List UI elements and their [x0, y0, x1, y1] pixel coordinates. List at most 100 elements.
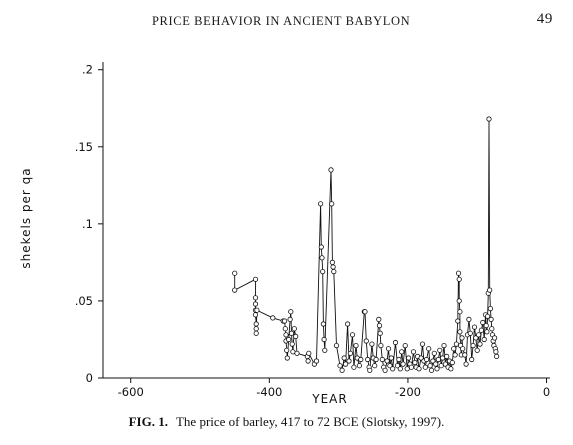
data-point	[376, 322, 383, 329]
data-point	[491, 335, 498, 341]
data-point	[341, 355, 347, 361]
y-tick-label: .05	[75, 294, 93, 308]
data-point	[484, 329, 490, 335]
data-point	[397, 366, 403, 372]
data-point	[337, 363, 343, 369]
data-point	[387, 363, 393, 369]
data-point	[313, 358, 320, 364]
data-point	[487, 305, 493, 312]
data-point	[388, 355, 394, 361]
data-point	[434, 366, 440, 372]
data-point	[377, 330, 383, 336]
data-point	[473, 335, 479, 341]
data-point	[456, 276, 462, 282]
data-point	[328, 167, 334, 173]
x-tick-label: 0	[543, 385, 550, 399]
data-point	[489, 326, 495, 332]
data-point	[252, 312, 259, 318]
data-point	[330, 264, 336, 270]
data-point	[373, 356, 379, 363]
data-point	[437, 347, 443, 353]
data-point	[288, 330, 295, 336]
data-point	[453, 341, 459, 347]
y-tick-label: .2	[82, 63, 93, 77]
data-point	[462, 352, 468, 358]
data-point	[428, 367, 435, 373]
data-point	[320, 321, 326, 327]
data-point	[270, 315, 276, 321]
data-point	[356, 363, 362, 369]
data-point	[363, 338, 369, 344]
data-point	[466, 316, 472, 322]
data-point	[430, 358, 436, 364]
data-point	[481, 336, 487, 343]
data-point	[288, 309, 294, 315]
data-point	[286, 336, 292, 343]
data-point	[392, 339, 399, 346]
figure-caption: FIG. 1. The price of barley, 417 to 72 BC…	[0, 414, 573, 430]
data-point	[444, 353, 450, 359]
data-point	[416, 366, 422, 372]
data-point	[390, 366, 396, 372]
data-point	[305, 358, 311, 364]
running-title: PRICE BEHAVIOR IN ANCIENT BABYLON	[152, 14, 411, 28]
data-point	[441, 342, 447, 349]
series-layer	[232, 116, 500, 373]
data-point	[232, 270, 238, 276]
data-point	[321, 336, 327, 343]
x-tick-label: -400	[256, 385, 282, 399]
data-point	[405, 355, 412, 361]
data-point	[463, 361, 469, 367]
y-tick-label: 0	[86, 371, 93, 385]
data-point	[408, 364, 414, 370]
data-point	[372, 363, 378, 369]
caption-label: FIG. 1.	[128, 414, 168, 429]
data-point	[333, 342, 340, 349]
data-point	[331, 268, 337, 275]
data-point	[320, 268, 326, 275]
data-point	[318, 244, 324, 250]
data-point	[394, 363, 401, 369]
x-tick-label: -600	[118, 385, 144, 399]
data-point	[456, 298, 462, 304]
data-point	[438, 363, 444, 369]
data-point	[369, 341, 375, 347]
data-point	[284, 347, 290, 353]
data-point	[422, 364, 428, 370]
data-point	[322, 347, 328, 353]
data-point	[455, 270, 462, 276]
data-point	[396, 356, 402, 363]
data-point	[382, 367, 388, 373]
data-point	[474, 347, 480, 353]
data-point	[319, 255, 325, 261]
data-point	[367, 367, 373, 373]
data-point	[358, 356, 364, 363]
data-point	[385, 346, 392, 352]
data-point	[451, 346, 457, 352]
chart-axes: 0 .05 .1 .15 .2 -600 -400 -200 0	[75, 62, 550, 399]
caption-text: The price of barley, 417 to 72 BCE (Slot…	[175, 414, 445, 429]
data-point	[493, 353, 500, 359]
data-point	[342, 361, 349, 367]
data-point	[254, 307, 260, 313]
data-point	[283, 332, 289, 338]
data-point	[433, 361, 439, 367]
data-point	[426, 346, 432, 352]
data-point	[289, 341, 295, 347]
data-point	[457, 309, 463, 315]
data-point	[291, 326, 297, 332]
data-point	[347, 350, 353, 356]
data-point	[487, 287, 493, 293]
data-point	[486, 116, 492, 122]
data-point	[362, 309, 368, 315]
y-tick-label: .1	[82, 217, 93, 231]
data-point	[477, 341, 483, 347]
data-point	[252, 295, 259, 301]
x-tick-label: -200	[395, 385, 421, 399]
data-point	[252, 276, 259, 282]
data-point	[376, 316, 382, 322]
data-point	[346, 358, 352, 364]
series-line	[234, 118, 498, 372]
data-point	[293, 333, 299, 339]
data-point	[379, 356, 385, 363]
